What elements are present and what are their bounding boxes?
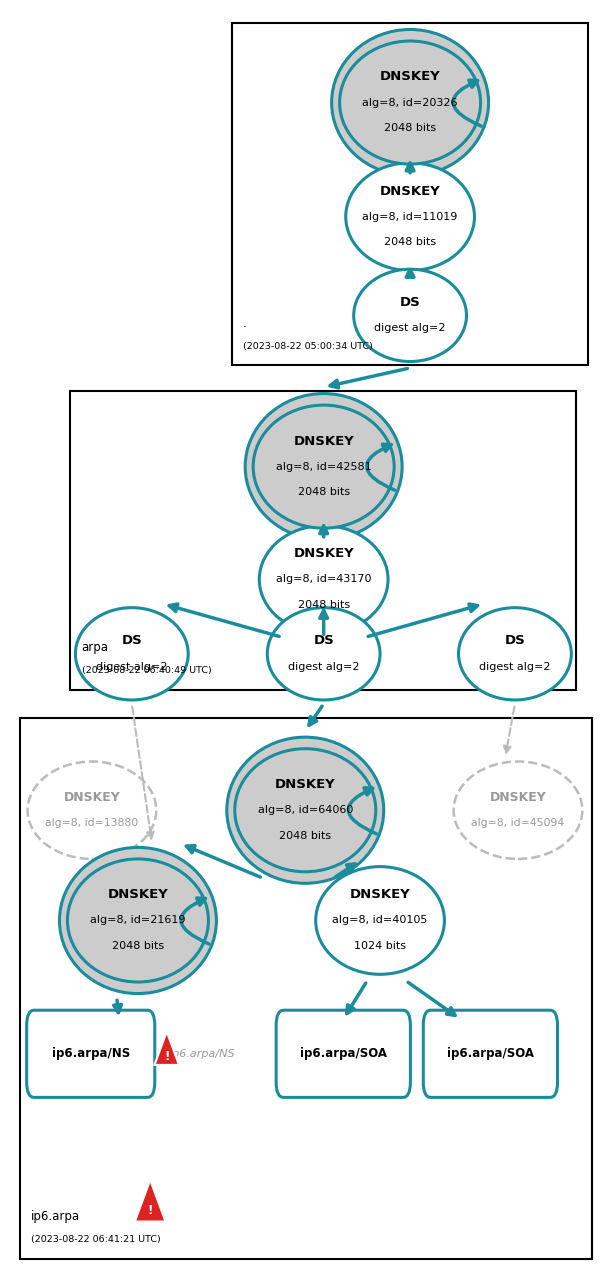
Text: ip6.arpa/SOA: ip6.arpa/SOA <box>300 1047 387 1060</box>
Ellipse shape <box>235 749 376 872</box>
Ellipse shape <box>59 847 216 994</box>
Text: alg=8, id=43170: alg=8, id=43170 <box>276 574 371 585</box>
Text: ip6.arpa/NS: ip6.arpa/NS <box>51 1047 130 1060</box>
Text: DS: DS <box>504 635 525 647</box>
Ellipse shape <box>340 41 481 164</box>
Text: (2023-08-22 06:41:21 UTC): (2023-08-22 06:41:21 UTC) <box>31 1236 161 1245</box>
Ellipse shape <box>75 608 188 700</box>
Ellipse shape <box>316 867 444 974</box>
Text: alg=8, id=11019: alg=8, id=11019 <box>362 212 458 222</box>
FancyBboxPatch shape <box>27 1010 154 1097</box>
Bar <box>70 391 576 690</box>
Text: alg=8, id=21619: alg=8, id=21619 <box>90 915 186 926</box>
Polygon shape <box>135 1179 166 1222</box>
Text: DNSKEY: DNSKEY <box>64 791 120 804</box>
Text: !: ! <box>164 1050 169 1063</box>
Text: DNSKEY: DNSKEY <box>275 778 336 791</box>
Text: DNSKEY: DNSKEY <box>293 547 354 560</box>
Text: alg=8, id=42581: alg=8, id=42581 <box>276 462 371 472</box>
Text: DS: DS <box>400 296 421 309</box>
Text: 2048 bits: 2048 bits <box>384 237 436 247</box>
Text: alg=8, id=45094: alg=8, id=45094 <box>471 818 565 828</box>
Text: (2023-08-22 05:00:34 UTC): (2023-08-22 05:00:34 UTC) <box>243 342 373 351</box>
Text: 2048 bits: 2048 bits <box>297 600 350 610</box>
Text: 1024 bits: 1024 bits <box>354 941 406 951</box>
Text: DNSKEY: DNSKEY <box>379 71 441 83</box>
Text: 2048 bits: 2048 bits <box>297 487 350 497</box>
Text: DNSKEY: DNSKEY <box>293 435 354 447</box>
Text: alg=8, id=40105: alg=8, id=40105 <box>332 915 428 926</box>
FancyBboxPatch shape <box>423 1010 558 1097</box>
Polygon shape <box>154 1032 179 1065</box>
Text: DS: DS <box>313 635 334 647</box>
Text: DNSKEY: DNSKEY <box>107 888 169 901</box>
Text: ip6.arpa/NS: ip6.arpa/NS <box>169 1049 235 1059</box>
Text: alg=8, id=20326: alg=8, id=20326 <box>362 97 458 108</box>
Ellipse shape <box>253 405 394 528</box>
Text: digest alg=2: digest alg=2 <box>288 662 359 672</box>
Text: 2048 bits: 2048 bits <box>279 831 332 841</box>
Text: alg=8, id=13880: alg=8, id=13880 <box>45 818 139 828</box>
Ellipse shape <box>259 526 388 633</box>
Text: 2048 bits: 2048 bits <box>112 941 164 951</box>
Ellipse shape <box>67 859 208 982</box>
Text: alg=8, id=64060: alg=8, id=64060 <box>257 805 353 815</box>
Ellipse shape <box>354 269 466 362</box>
Ellipse shape <box>267 608 380 700</box>
Text: DNSKEY: DNSKEY <box>379 185 441 197</box>
Text: digest alg=2: digest alg=2 <box>375 323 446 333</box>
Text: DS: DS <box>121 635 142 647</box>
Ellipse shape <box>245 394 402 540</box>
Bar <box>232 23 588 365</box>
FancyBboxPatch shape <box>276 1010 411 1097</box>
Text: DNSKEY: DNSKEY <box>349 888 411 901</box>
Ellipse shape <box>28 762 156 859</box>
Ellipse shape <box>459 608 571 700</box>
Text: (2023-08-22 06:40:49 UTC): (2023-08-22 06:40:49 UTC) <box>82 667 211 676</box>
Text: arpa: arpa <box>82 641 109 654</box>
Bar <box>20 718 592 1259</box>
Text: ip6.arpa: ip6.arpa <box>31 1210 80 1223</box>
Ellipse shape <box>454 762 582 859</box>
Text: .: . <box>243 317 246 329</box>
Text: DNSKEY: DNSKEY <box>490 791 546 804</box>
Ellipse shape <box>227 737 384 883</box>
Text: digest alg=2: digest alg=2 <box>96 662 167 672</box>
Text: !: ! <box>148 1204 153 1217</box>
Ellipse shape <box>332 29 489 176</box>
Text: digest alg=2: digest alg=2 <box>479 662 550 672</box>
Ellipse shape <box>346 163 474 271</box>
Text: ip6.arpa/SOA: ip6.arpa/SOA <box>447 1047 534 1060</box>
Text: 2048 bits: 2048 bits <box>384 123 436 133</box>
